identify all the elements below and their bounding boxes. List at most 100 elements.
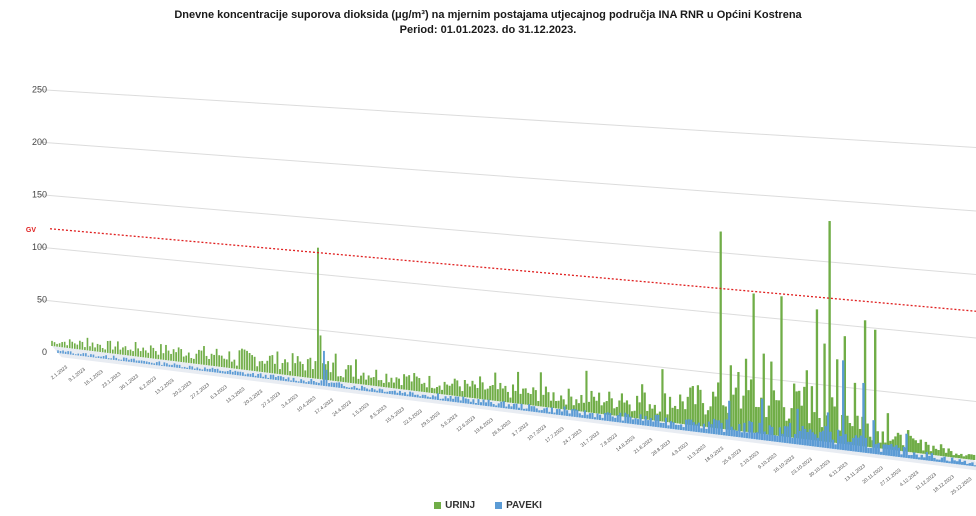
bar-paveki [361,385,363,391]
bar-urinj [377,380,380,387]
bar-paveki [171,364,173,368]
bar-urinj [734,387,738,431]
bar-urinj [198,349,200,365]
bar-paveki [591,412,594,420]
bar-paveki [163,362,166,367]
bar-paveki [335,382,338,388]
legend-swatch-urinj [434,502,442,509]
bar-paveki [262,376,265,379]
bar-paveki [143,360,145,364]
bar-paveki [348,387,351,390]
bar-urinj [448,385,451,396]
bar-urinj [853,382,857,446]
bar-paveki [312,381,315,385]
chart-title-line2: Period: 01.01.2023. do 31.12.2023. [399,24,577,36]
bar-urinj [927,444,930,455]
bar-paveki [274,377,277,380]
bar-urinj [638,402,641,419]
bar-paveki [874,444,878,455]
bar-urinj [630,411,634,418]
bar-paveki [411,392,414,397]
bar-urinj [230,361,233,369]
bar-urinj [686,396,689,425]
bar-paveki [183,366,186,369]
bar-urinj [636,395,639,419]
bar-urinj [357,378,360,384]
bar-paveki [700,428,703,433]
bar-urinj [970,454,973,460]
bar-urinj [114,346,117,354]
bar-urinj [334,353,337,382]
bar-urinj [823,343,826,442]
bar-paveki [388,391,391,395]
y-tick-label: 200 [32,137,47,147]
bar-urinj [423,382,426,393]
bar-paveki [257,373,259,378]
bar-paveki [74,354,77,356]
bar-paveki [92,354,95,358]
bar-paveki [550,407,553,415]
bar-paveki [204,367,206,372]
bar-urinj [939,444,943,456]
bar-paveki [642,420,645,426]
bar-paveki [598,414,602,421]
bar-paveki [252,372,254,378]
bar-urinj [129,349,132,356]
gridline [37,299,976,402]
bar-paveki [654,414,657,427]
bar-paveki [300,379,303,384]
bar-urinj [729,365,732,430]
bar-urinj [172,349,175,362]
bar-paveki [378,388,381,393]
bar-paveki [745,432,749,439]
bar-urinj [466,383,469,398]
bar-paveki [495,405,498,408]
bar-paveki [783,426,787,443]
bar-paveki [416,394,419,398]
bar-paveki [545,407,548,414]
bar-urinj [537,401,540,407]
bar-paveki [429,397,432,400]
gridline [37,194,976,275]
bar-urinj [955,453,958,458]
bar-urinj [960,453,963,459]
bar-paveki [877,443,880,455]
bar-paveki [102,356,105,359]
bar-urinj [360,375,362,385]
bar-urinj [833,406,836,443]
bar-urinj [691,386,694,426]
bar-urinj [349,365,352,383]
bar-paveki [611,416,614,422]
bar-paveki [872,420,875,454]
bar-paveki [717,420,721,435]
bar-urinj [375,369,378,387]
bar-urinj [577,403,580,412]
bar-paveki [105,355,107,359]
bar-urinj [696,385,700,426]
bar-paveki [72,353,74,355]
legend-item-urinj: URINJ [434,500,475,511]
bar-urinj [846,415,849,445]
bar-paveki [535,408,538,413]
bar-urinj [544,386,547,408]
bar-paveki [431,395,434,400]
bar-urinj [149,345,152,359]
bar-urinj [329,372,332,381]
bar-paveki [735,430,738,437]
bar-paveki [712,418,716,435]
bar-paveki [561,411,564,416]
bar-paveki [90,354,92,358]
bar-urinj [911,438,915,453]
bar-urinj [592,396,596,414]
bar-paveki [517,407,521,410]
bar-paveki [482,399,485,406]
bar-urinj [294,363,297,377]
bar-paveki [128,359,130,362]
bar-urinj [228,351,231,368]
bar-urinj [562,399,565,410]
x-tick-label: 2.1.2023 [50,364,69,381]
bar-urinj [332,362,335,381]
bar-urinj [580,394,583,412]
bar-urinj [874,329,877,448]
bar-urinj [813,412,816,441]
